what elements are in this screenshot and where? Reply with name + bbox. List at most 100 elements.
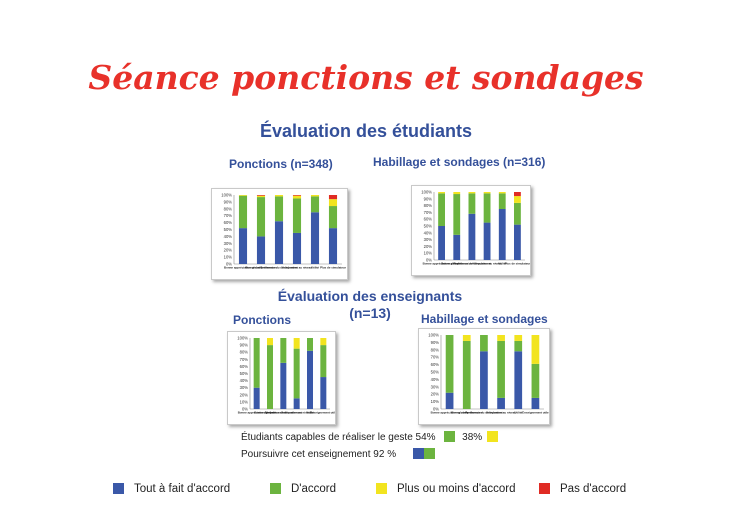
y-tick-label: 100% [221,193,232,198]
chart-students-ponctions: 100% 90% 80% 70% 60% 50% 40% 30% 20% 10% 0% Bonne a… [211,188,348,280]
note-capables: Étudiants capables de réaliser le geste … [241,431,498,443]
bar-segment [253,387,260,409]
legend-swatch [270,483,281,494]
bar-segment [256,195,266,196]
bar-segment [445,335,454,393]
x-tick-label: Bonne appréciation globale [238,411,276,415]
bar-segment [274,221,284,264]
bar-segment [293,338,300,349]
bar-segment [267,345,273,409]
x-tick-label: Adéquation au niveau [282,411,312,415]
y-tick-label: 10% [431,399,440,404]
page-title: Séance ponctions et sondages [88,58,644,97]
swatch-green [423,448,435,459]
x-tick-label: Adéquation au niveau [282,266,312,270]
y-tick-label: 60% [431,362,440,367]
bar-segment [310,196,320,213]
bar-segment [514,335,523,341]
y-tick-label: 70% [224,213,233,218]
legend-item-plus-moins: Plus ou moins d'accord [376,483,516,495]
bar-segment [468,213,476,260]
x-tick-label: Enseignement utile [310,411,335,415]
y-tick-label: 0% [433,407,439,412]
bar-segment [256,195,266,198]
bar-segment [531,335,540,364]
bar-segment [498,192,506,194]
bar-segment [453,192,461,195]
section-subtitle-teachers: (n=13) [349,305,391,321]
y-tick-label: 60% [224,220,233,225]
bar-segment [480,335,488,352]
y-tick-label: 60% [240,364,249,369]
x-tick-label: Bonne compréhension [254,411,286,415]
x-tick-label: Plus de simulateur [320,266,347,270]
bar-segment [253,338,260,388]
x-tick-label: Plus de simulateur [505,262,530,266]
y-tick-label: 80% [431,347,440,352]
bar-segment [293,348,300,399]
chart-title-teachers-habillage: Habillage et sondages [421,312,548,326]
x-tick-label: Utilité [514,411,522,415]
section-title-students: Évaluation des étudiants [259,121,473,141]
bar-segment [292,232,302,264]
legend-label: Tout à fait d'accord [134,483,231,495]
x-tick-label: Enseignement utile [522,411,549,415]
bar-segment [274,195,284,197]
y-tick-label: 80% [240,350,249,355]
bar-segment [438,192,445,194]
swatch-green [444,431,456,442]
bar-segment [468,192,476,194]
bar-segment [497,335,505,341]
chart-title-students-ponctions: Ponctions (n=348) [229,157,333,171]
chart-svg: 100%90%80%70%60%50%40%30%20%10%0%Bonne a… [237,336,335,415]
bar-segment [462,335,471,341]
bar-segment [497,340,505,398]
bar-segment [453,234,461,260]
bar-segment [293,398,300,409]
legend-label: Plus ou moins d'accord [397,483,516,495]
bar-segment [307,350,313,409]
y-tick-label: 90% [431,340,440,345]
y-tick-label: 20% [431,392,440,397]
x-tick-label: Pertinence du déroulement [260,266,297,270]
bar-segment [514,196,521,203]
x-tick-label: Bonne appréciation globale [224,266,262,270]
bar-segment [238,195,248,229]
y-tick-label: 50% [424,224,433,229]
x-tick-label: Pertinence du déroulement [465,411,502,415]
bar-segment [483,193,491,223]
bar-segment [320,377,327,409]
legend-item-pas: Pas d'accord [539,483,626,495]
y-tick-label: 80% [224,206,233,211]
legend-swatch [539,483,550,494]
chart-students-habillage: 100% 90% 80% 70% 60% 50% 40% 30% 20% 10% 0% Bonne a… [411,185,531,276]
chart-svg: 100%90%80%70%60%50%40%30%20%10%0%Bonne a… [221,193,347,270]
note-poursuivre-label: Poursuivre cet enseignement 92 % [241,449,397,460]
y-tick-label: 50% [240,371,249,376]
bar-segment [274,196,284,222]
y-tick-label: 0% [242,407,248,412]
bar-segment [438,193,445,226]
y-tick-label: 40% [224,234,233,239]
section-title-teachers: Évaluation des enseignants [277,288,463,304]
bar-segment [531,397,540,409]
y-tick-label: 30% [431,384,440,389]
note-capables-value2: 38% [462,432,483,443]
y-tick-label: 40% [424,230,433,235]
y-tick-label: 30% [424,237,433,242]
x-tick-label: Bonne compréhension [441,262,473,266]
chart-title-students-habillage: Habillage et sondages (n=316) [373,155,546,169]
bar-segment [256,236,266,264]
y-tick-label: 30% [224,241,233,246]
bar-segment [328,206,338,229]
bar-segment [307,338,313,351]
legend-swatch [376,483,387,494]
y-tick-label: 90% [240,343,249,348]
bar-segment [310,212,320,264]
bar-segment [328,228,338,264]
chart-svg: 100%90%80%70%60%50%40%30%20%10%0%Bonne a… [421,190,530,266]
note-capables-label: Étudiants capables de réaliser le geste … [241,432,436,443]
bar-segment [531,363,540,398]
legend-label: Pas d'accord [560,483,627,495]
y-tick-label: 10% [240,399,249,404]
